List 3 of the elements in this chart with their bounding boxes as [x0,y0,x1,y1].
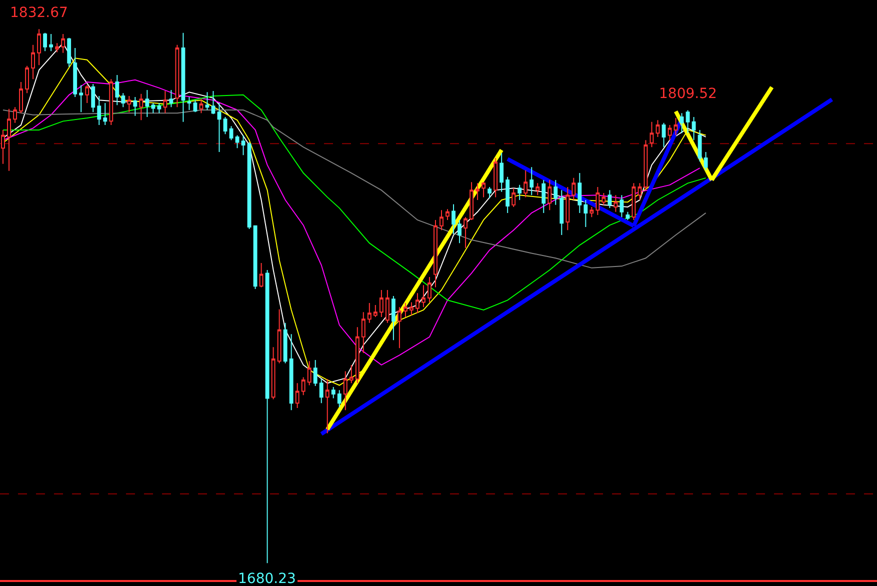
annotation: 1680.23 [238,571,296,586]
annotation: 1809.52 [659,86,717,102]
annotation: 1832.67 [10,5,68,21]
